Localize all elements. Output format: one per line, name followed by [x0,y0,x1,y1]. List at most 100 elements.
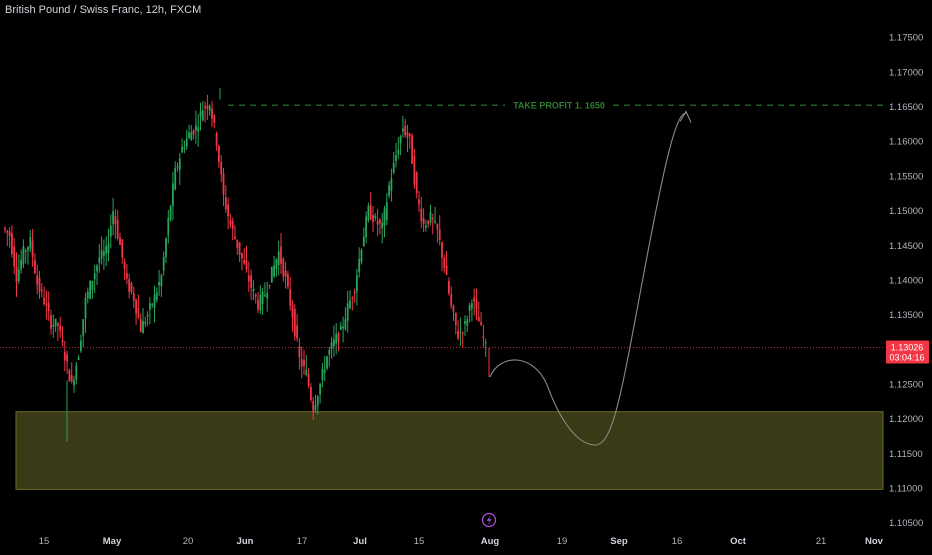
candle-body [310,386,312,400]
candle-body [227,204,229,217]
y-tick-label: 1.15500 [889,171,923,182]
x-tick-label: Jul [353,536,367,547]
y-tick-label: 1.14500 [889,241,923,252]
candle-body [326,356,328,369]
candle-body [247,275,250,282]
candle-body [4,228,6,230]
candle-body [151,304,154,306]
candle-body [103,251,105,256]
candle-body [241,252,243,259]
candle-body [15,266,18,283]
candle-body [66,354,68,362]
candle-body [172,183,174,207]
candle-body [323,369,326,374]
candle-body [204,106,206,108]
candle-body [342,326,344,329]
candle-body [415,172,418,194]
candle-body [480,322,482,325]
candle-body [59,325,62,331]
x-tick-label: 17 [297,536,308,547]
x-tick-label: 15 [39,536,50,547]
y-tick-label: 1.16500 [889,102,923,113]
candle-body [314,405,317,411]
candle-body [422,218,425,224]
candle-body [300,358,303,367]
candle-body [457,330,459,339]
candle-body [176,166,179,168]
candle-body [135,299,137,314]
candle-body [252,288,255,291]
take-profit-label: TAKE PROFIT 1. 1650 [513,101,605,111]
x-tick-label: 21 [816,536,827,547]
candle-body [367,205,370,221]
candle-body [181,146,183,153]
candle-body [40,289,43,291]
y-tick-label: 1.11000 [889,483,923,494]
candle-body [268,284,271,287]
candle-body [22,246,25,265]
candle-body [418,199,420,205]
y-tick-label: 1.11500 [889,449,923,460]
candle-body [206,105,209,110]
candle-body [13,246,16,267]
candle-body [29,236,32,249]
candle-body [353,291,356,294]
candle-body [312,401,315,413]
candle-body [112,211,114,225]
candle-body [443,257,446,268]
candle-body [280,246,282,264]
candle-body [213,115,216,123]
candle-body [452,305,455,312]
candle-body [128,279,131,293]
x-tick-label: 15 [414,536,425,547]
x-tick-label: Aug [481,536,500,547]
candle-body [73,380,75,386]
y-tick-label: 1.12000 [889,414,923,425]
candle-body [119,237,121,245]
x-tick-label: 16 [672,536,683,547]
candle-body [57,323,59,326]
candle-body [475,300,478,309]
candle-body [17,269,20,282]
candle-body [369,204,372,220]
candle-body [287,274,289,287]
candle-body [395,155,397,162]
candle-body [126,273,128,279]
projection-arrow-icon [679,110,692,123]
candle-body [436,224,439,230]
candle-body [107,243,110,253]
candle-body [360,249,363,262]
candle-body [238,242,241,255]
candle-body [303,360,305,366]
candle-body [11,232,13,255]
candle-body [70,375,73,382]
candle-body [344,319,347,329]
candle-body [218,146,220,162]
candle-body [484,342,487,344]
candle-body [284,270,287,277]
candle-body [43,297,45,305]
candle-body [454,312,457,325]
candle-body [307,373,310,386]
candle-body [339,325,342,330]
candle-body [374,215,377,219]
candle-body [282,258,285,277]
candle-body [471,303,473,309]
flash-icon[interactable] [481,512,497,528]
candle-body [459,332,462,334]
candle-body [149,303,151,310]
y-tick-label: 1.16000 [889,137,923,148]
candle-body [257,299,259,310]
candle-body [105,246,108,254]
candle-body [123,261,126,269]
candle-body [197,127,200,132]
candle-body [224,197,227,210]
candle-body [211,108,213,119]
y-tick-label: 1.17500 [889,33,923,44]
x-tick-label: Sep [610,536,628,547]
projection-curve [489,112,687,446]
candle-body [429,211,432,223]
candle-body [372,215,374,223]
